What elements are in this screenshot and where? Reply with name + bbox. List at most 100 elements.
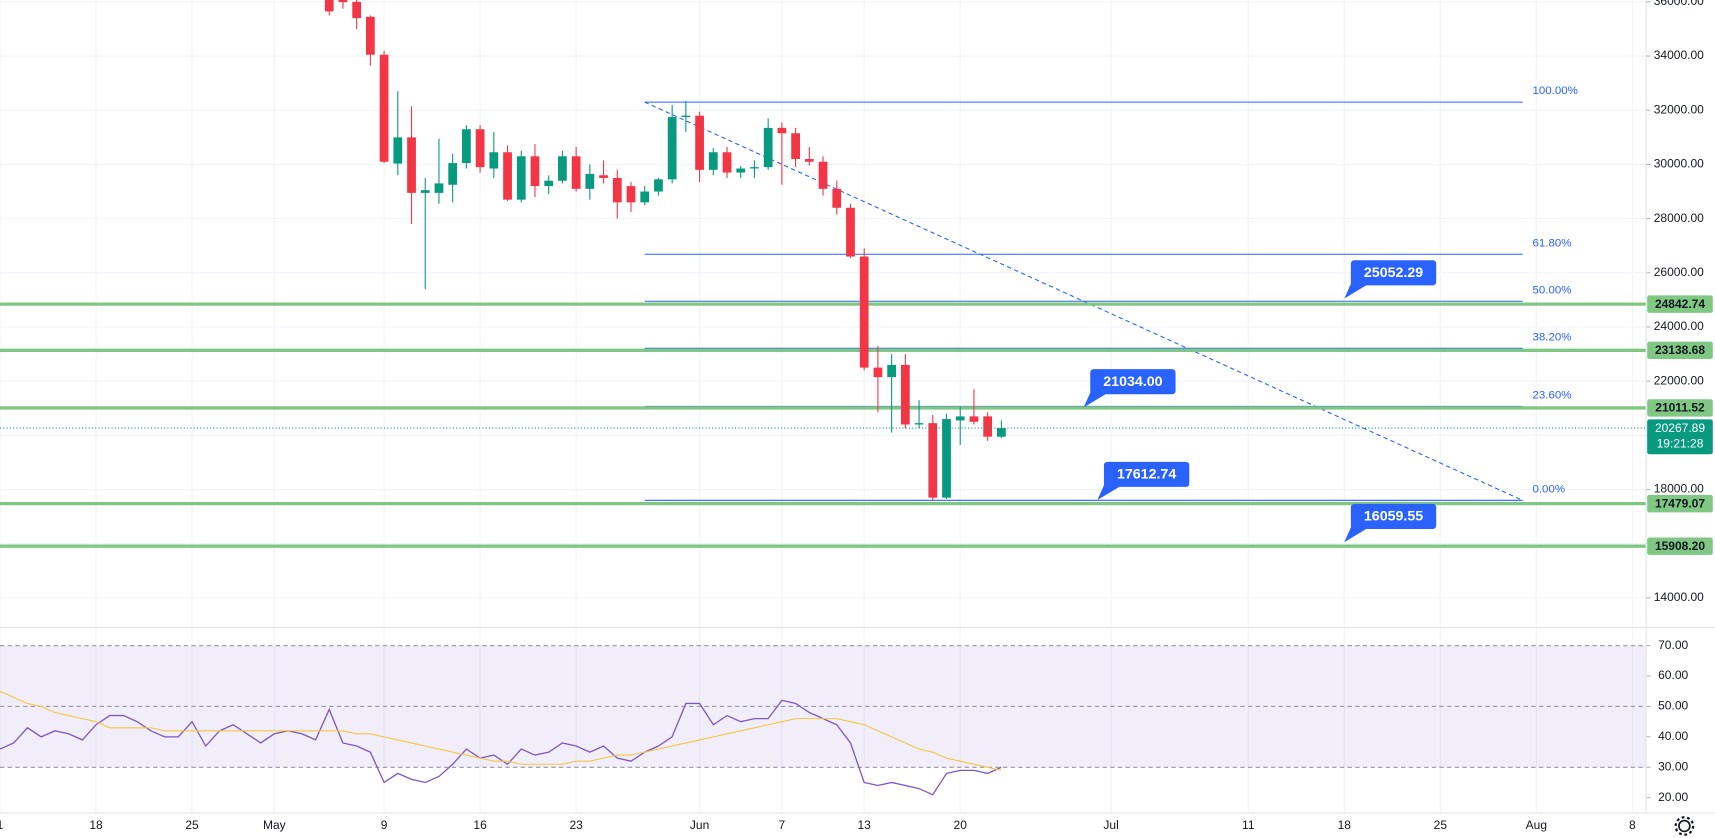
level-badge	[1647, 537, 1713, 555]
rsi-tick-label: 20.00	[1658, 790, 1688, 804]
candle-body	[338, 0, 348, 3]
level-label: 15908.20	[1655, 539, 1705, 553]
candle-body	[983, 416, 993, 437]
x-tick-label: 7	[779, 818, 786, 832]
x-tick-label: 8	[1629, 818, 1636, 832]
x-tick-label: Jun	[690, 818, 709, 832]
candle-body	[324, 0, 334, 12]
candle-body	[873, 367, 883, 378]
candle-body	[489, 152, 499, 169]
rsi-line	[0, 699, 1002, 796]
callout-label: 25052.29	[1364, 265, 1423, 281]
candle-body	[503, 152, 512, 200]
fib-level-label: 23.60%	[1532, 390, 1571, 402]
y-tick-label: 32000.00	[1654, 102, 1704, 116]
level-label: 17479.07	[1655, 496, 1705, 510]
gear-ring	[1678, 819, 1691, 833]
candle-body	[969, 416, 979, 422]
fib-level-label: 0.00%	[1532, 483, 1565, 495]
candle-body	[599, 175, 608, 178]
candle-body	[667, 117, 677, 180]
candle-body	[763, 127, 773, 168]
fib-level-label: 50.00%	[1532, 284, 1571, 296]
level-label: 21011.52	[1655, 401, 1705, 415]
candle-body	[928, 423, 938, 498]
x-tick-label: 23	[569, 818, 583, 832]
candle-body	[612, 177, 622, 203]
level-badge	[1647, 341, 1713, 360]
y-tick-label: 18000.00	[1654, 482, 1704, 496]
candle-body	[407, 137, 416, 193]
rsi-tick-label: 60.00	[1658, 668, 1688, 682]
candle-body	[516, 156, 526, 200]
x-tick-label: 18	[89, 818, 103, 832]
callout-box	[1350, 503, 1437, 529]
candle-body	[681, 115, 691, 118]
x-tick-label: 1	[0, 818, 4, 832]
candle-body	[475, 129, 485, 168]
y-tick-label: 22000.00	[1654, 373, 1704, 387]
candle-body	[887, 364, 897, 378]
candle-body	[585, 173, 595, 189]
x-tick-label: 20	[954, 818, 968, 832]
candle-body	[996, 428, 1006, 437]
callout-box	[1103, 461, 1190, 487]
candle-body	[708, 152, 718, 170]
candle-body	[654, 179, 663, 192]
candle-body	[530, 156, 540, 187]
gear-teeth	[1674, 816, 1695, 836]
level-badge	[1647, 295, 1713, 313]
candle-body	[955, 416, 965, 421]
candle-body	[462, 129, 471, 164]
level-badge	[1647, 494, 1713, 513]
y-tick-label: 36000.00	[1654, 0, 1704, 8]
callout-label: 21034.00	[1103, 374, 1162, 390]
rsi-tick-label: 40.00	[1658, 729, 1688, 743]
x-tick-label: 18	[1338, 818, 1352, 832]
x-tick-label: 9	[381, 818, 388, 832]
candle-body	[750, 167, 759, 169]
candle-body	[448, 163, 458, 185]
candle-body	[804, 159, 814, 162]
settings-icon[interactable]	[1674, 816, 1695, 836]
candle-body	[544, 180, 554, 187]
y-tick-label: 14000.00	[1654, 590, 1704, 604]
callout-box	[1350, 260, 1437, 286]
candle-body	[365, 16, 375, 55]
candle-body	[434, 183, 444, 193]
x-tick-label: 25	[185, 818, 199, 832]
candle-body	[640, 191, 650, 203]
candle-body	[558, 156, 567, 181]
candle-body	[777, 127, 787, 134]
x-tick-label: 11	[1242, 818, 1255, 832]
y-tick-label: 24000.00	[1654, 319, 1704, 333]
candle-body	[722, 152, 732, 173]
candle-body	[695, 115, 704, 170]
candle-body	[942, 419, 951, 498]
x-tick-label: May	[263, 818, 286, 832]
candle-body	[393, 137, 403, 164]
candle-body	[420, 190, 430, 193]
level-badge	[1647, 399, 1713, 417]
fib-level-label: 100.00%	[1532, 85, 1577, 97]
y-tick-label: 34000.00	[1654, 48, 1704, 62]
callout-label: 17612.74	[1117, 467, 1176, 483]
candle-body	[846, 207, 855, 257]
candle-body	[791, 133, 800, 160]
rsi-tick-label: 70.00	[1658, 638, 1688, 652]
y-tick-label: 28000.00	[1654, 211, 1704, 225]
candle-body	[914, 423, 924, 425]
x-tick-label: Aug	[1526, 818, 1547, 832]
last-price-label: 20267.89	[1655, 421, 1705, 435]
level-label: 24842.74	[1655, 297, 1705, 311]
fib-level-label: 38.20%	[1532, 331, 1571, 343]
last-price-time: 19:21:28	[1657, 437, 1704, 451]
callout-box	[1090, 369, 1176, 395]
rsi-tick-label: 50.00	[1658, 699, 1688, 713]
x-tick-label: Jul	[1103, 818, 1118, 832]
callout-label: 16059.55	[1364, 509, 1423, 525]
y-tick-label: 30000.00	[1654, 157, 1704, 171]
rsi-ma-line	[0, 690, 1002, 771]
